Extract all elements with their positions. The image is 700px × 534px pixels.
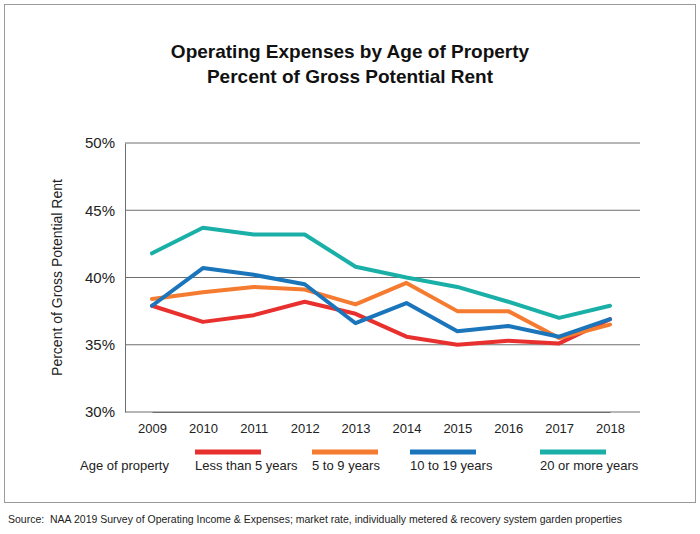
x-axis-line [153,412,611,413]
x-tick: 2009 [138,412,167,436]
x-tick-label: 2012 [291,421,320,436]
x-tick-label: 2015 [443,421,472,436]
grid-line [125,143,640,144]
y-tick: 30% [85,403,125,420]
grid-line [125,277,640,278]
y-tick-label: 35% [85,336,115,353]
legend-item: Less than 5 years [195,452,298,473]
y-axis-line [125,144,126,413]
x-tick-label: 2018 [596,421,625,436]
grid-line [125,344,640,345]
x-tick: 2010 [189,412,218,436]
x-tick-label: 2010 [189,421,218,436]
x-tick-label: 2011 [240,421,268,436]
x-tick: 2015 [443,412,472,436]
legend-item: 20 or more years [540,452,639,473]
legend-swatch [312,450,378,455]
legend-title: Age of property [80,458,169,473]
legend-label: Less than 5 years [195,458,298,473]
x-tick-label: 2013 [342,421,371,436]
legend-item: 10 to 19 years [410,452,493,473]
x-tick: 2013 [342,412,371,436]
legend: Age of property Less than 5 years 5 to 9 y… [80,452,639,473]
x-tick-label: 2016 [494,421,523,436]
source-note: Source: NAA 2019 Survey of Operating Inc… [8,513,622,525]
y-tick: 45% [85,202,125,219]
legend-swatch [540,450,606,455]
x-tick: 2014 [392,412,421,436]
grid-line [125,412,640,413]
x-tick-label: 2009 [138,421,167,436]
y-tick: 40% [85,269,125,286]
x-tick: 2018 [596,412,625,436]
legend-item: 5 to 9 years [312,452,380,473]
series-line [152,302,610,345]
grid [125,143,640,412]
y-tick-label: 45% [85,202,115,219]
grid-line [125,210,640,211]
legend-swatch [195,450,261,455]
y-tick: 35% [85,336,125,353]
legend-swatch [410,450,476,455]
chart: Operating Expenses by Age of Property Per… [0,0,700,534]
frame [5,5,696,503]
x-axis: 2009 2010 2011 2012 2013 2014 2015 2016 2017 2018 [138,412,625,436]
x-tick: 2016 [494,412,523,436]
x-tick-label: 2014 [392,421,421,436]
x-tick: 2017 [545,412,574,436]
y-tick-label: 30% [85,403,115,420]
legend-label: 10 to 19 years [410,458,493,473]
x-tick-label: 2017 [545,421,574,436]
y-tick: 50% [85,134,125,151]
subtitle: Percent of Gross Potential Rent [207,66,494,87]
y-tick-label: 50% [85,134,115,151]
y-tick-label: 40% [85,269,115,286]
y-axis: 30% 35% 40% 45% 50% [85,134,126,420]
series-line [152,268,610,337]
legend-label: 5 to 9 years [312,458,380,473]
x-tick: 2012 [291,412,320,436]
legend-label: 20 or more years [540,458,639,473]
lines [152,228,610,345]
series-line [152,228,610,318]
title: Operating Expenses by Age of Property [171,41,530,62]
x-tick: 2011 [240,412,268,436]
y-axis-title: Percent of Gross Potential Rent [49,179,65,376]
